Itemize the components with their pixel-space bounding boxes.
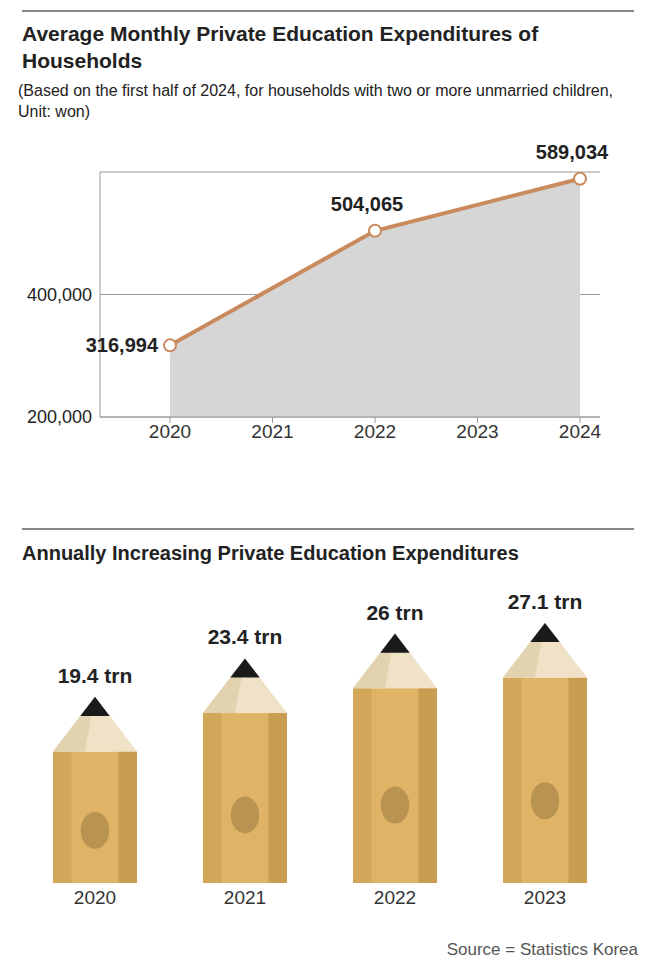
svg-text:26 trn: 26 trn — [366, 601, 423, 624]
svg-text:504,065: 504,065 — [331, 193, 403, 215]
html-text:Annually Increasing Private Ed: Annually Increasing Private Education Ex… — [22, 542, 519, 564]
html-text:Source = Statistics Korea: Source = Statistics Korea — [446, 940, 638, 959]
svg-text:2020: 2020 — [149, 421, 191, 442]
svg-text:200,000: 200,000 — [27, 407, 92, 427]
svg-text:2020: 2020 — [74, 887, 116, 908]
svg-text:2024: 2024 — [559, 421, 602, 442]
svg-text:316,994: 316,994 — [86, 334, 159, 356]
svg-text:400,000: 400,000 — [27, 285, 92, 305]
svg-text:27.1 trn: 27.1 trn — [508, 590, 583, 613]
html-text:Average Monthly Private Educat: Average Monthly Private Education Expend… — [22, 22, 539, 72]
html-text:(Based on the first half of 20: (Based on the first half of 2024, for ho… — [18, 82, 613, 120]
svg-text:2023: 2023 — [456, 421, 498, 442]
svg-text:2021: 2021 — [251, 421, 293, 442]
svg-text:2023: 2023 — [524, 887, 566, 908]
svg-text:19.4 trn: 19.4 trn — [58, 664, 133, 687]
svg-text:2022: 2022 — [374, 887, 416, 908]
svg-text:2022: 2022 — [354, 421, 396, 442]
svg-text:589,034: 589,034 — [536, 141, 609, 163]
svg-text:2021: 2021 — [224, 887, 266, 908]
svg-text:23.4 trn: 23.4 trn — [208, 625, 283, 648]
